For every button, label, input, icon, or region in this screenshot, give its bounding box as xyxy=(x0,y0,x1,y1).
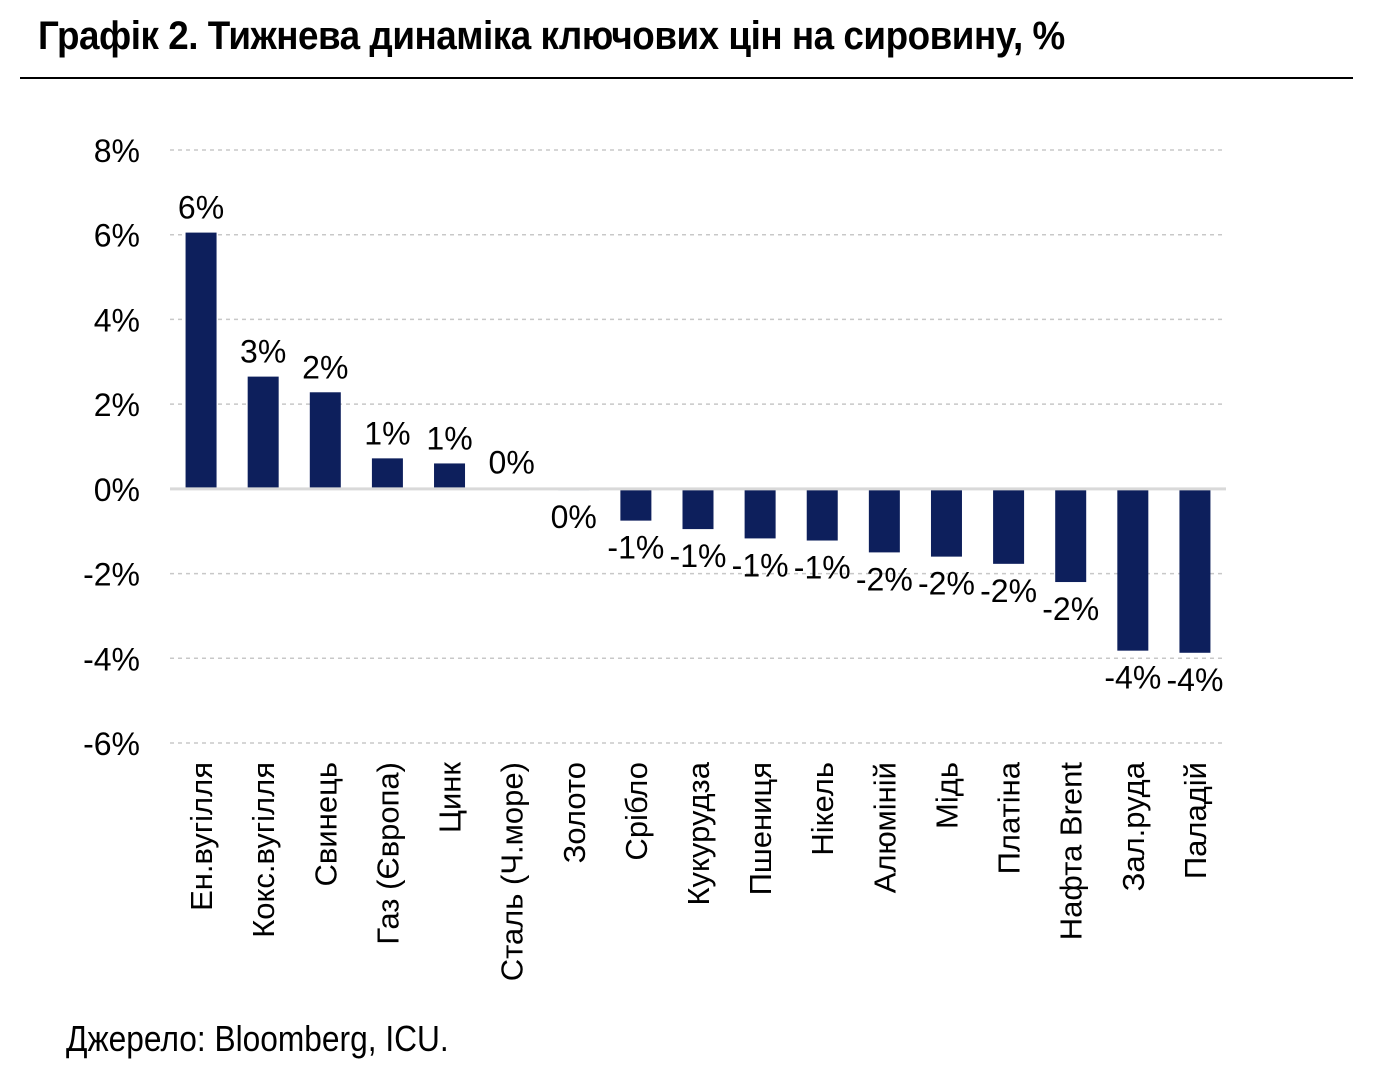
y-tick-label: 2% xyxy=(94,387,140,423)
category-label: Кокс.вугілля xyxy=(246,762,281,938)
data-label: 6% xyxy=(178,190,224,226)
category-label: Нафта Brent xyxy=(1054,762,1089,941)
data-labels: 6%3% 2%1% 1%0%0%-1% -1% -1% -1% -2% -2% -2%-2%-4… xyxy=(178,190,1223,698)
source-note: Джерело: Bloomberg, ICU. xyxy=(66,1018,449,1059)
data-label: -2% xyxy=(1042,591,1099,627)
category-label: Нікель xyxy=(805,762,840,856)
data-label: 0% xyxy=(551,499,597,535)
chart-title: Графік 2. Тижнева динаміка ключових цін … xyxy=(38,14,1065,58)
data-label: -1% xyxy=(732,547,789,583)
bar xyxy=(744,488,776,539)
data-label: -2% xyxy=(856,561,913,597)
data-label: -2% xyxy=(980,573,1037,609)
bar xyxy=(682,488,714,530)
bar xyxy=(309,392,341,489)
data-label: -1% xyxy=(607,530,664,566)
category-label: Цинк xyxy=(433,762,468,833)
bar xyxy=(434,463,466,489)
category-label: Паладій xyxy=(1178,762,1213,879)
data-label: -2% xyxy=(918,566,975,602)
category-label: Сталь (Ч.море) xyxy=(495,762,530,981)
gridlines xyxy=(170,149,1226,744)
bar xyxy=(1117,488,1149,651)
data-label: 0% xyxy=(489,445,535,481)
category-label: Платіна xyxy=(992,761,1027,874)
bar xyxy=(620,488,652,521)
data-label: -1% xyxy=(670,538,727,574)
y-tick-label: -4% xyxy=(83,641,140,677)
bar xyxy=(1179,488,1211,653)
y-tick-label: 0% xyxy=(94,472,140,508)
bar xyxy=(371,458,403,489)
y-tick-label: -6% xyxy=(83,726,140,762)
bar-chart: 8%6%4%2%0%-2%-4%-6% 6%3% 2%1% 1%0%0%-1% -1%… xyxy=(83,133,1226,981)
bar xyxy=(1055,488,1087,583)
category-label: Свинець xyxy=(308,762,343,886)
category-label: Зал.руда xyxy=(1116,761,1151,891)
category-labels: Ен.вугілля Кокс.вугілля Свинець Газ (Європа… xyxy=(184,761,1213,981)
bar xyxy=(868,488,900,553)
data-label: 1% xyxy=(364,415,410,451)
category-label: Пшениця xyxy=(743,762,778,895)
data-label: 1% xyxy=(426,420,472,456)
y-tick-label: 6% xyxy=(94,218,140,254)
data-label: -4% xyxy=(1104,660,1161,696)
bars xyxy=(185,232,1211,653)
bar xyxy=(993,488,1025,564)
data-label: 3% xyxy=(240,334,286,370)
category-label: Алюміній xyxy=(867,762,902,893)
y-axis-tick-labels: 8% 6% 4% 2% 0% -2% -4% -6% xyxy=(83,133,140,762)
bar xyxy=(247,376,279,489)
y-tick-label: 4% xyxy=(94,302,140,338)
bar xyxy=(806,488,838,541)
category-label: Срібло xyxy=(619,762,654,861)
category-label: Кукурудза xyxy=(681,761,716,905)
data-label: -4% xyxy=(1166,662,1223,698)
data-label: 2% xyxy=(302,349,348,385)
y-tick-label: -2% xyxy=(83,557,140,593)
y-tick-label: 8% xyxy=(94,133,140,169)
data-label: -1% xyxy=(794,550,851,586)
bar xyxy=(930,488,962,557)
bar xyxy=(185,232,217,489)
title-divider xyxy=(20,77,1353,79)
category-label: Газ (Європа) xyxy=(370,762,405,945)
category-label: Золото xyxy=(557,762,592,863)
category-label: Мідь xyxy=(929,762,964,829)
category-label: Ен.вугілля xyxy=(184,762,219,911)
